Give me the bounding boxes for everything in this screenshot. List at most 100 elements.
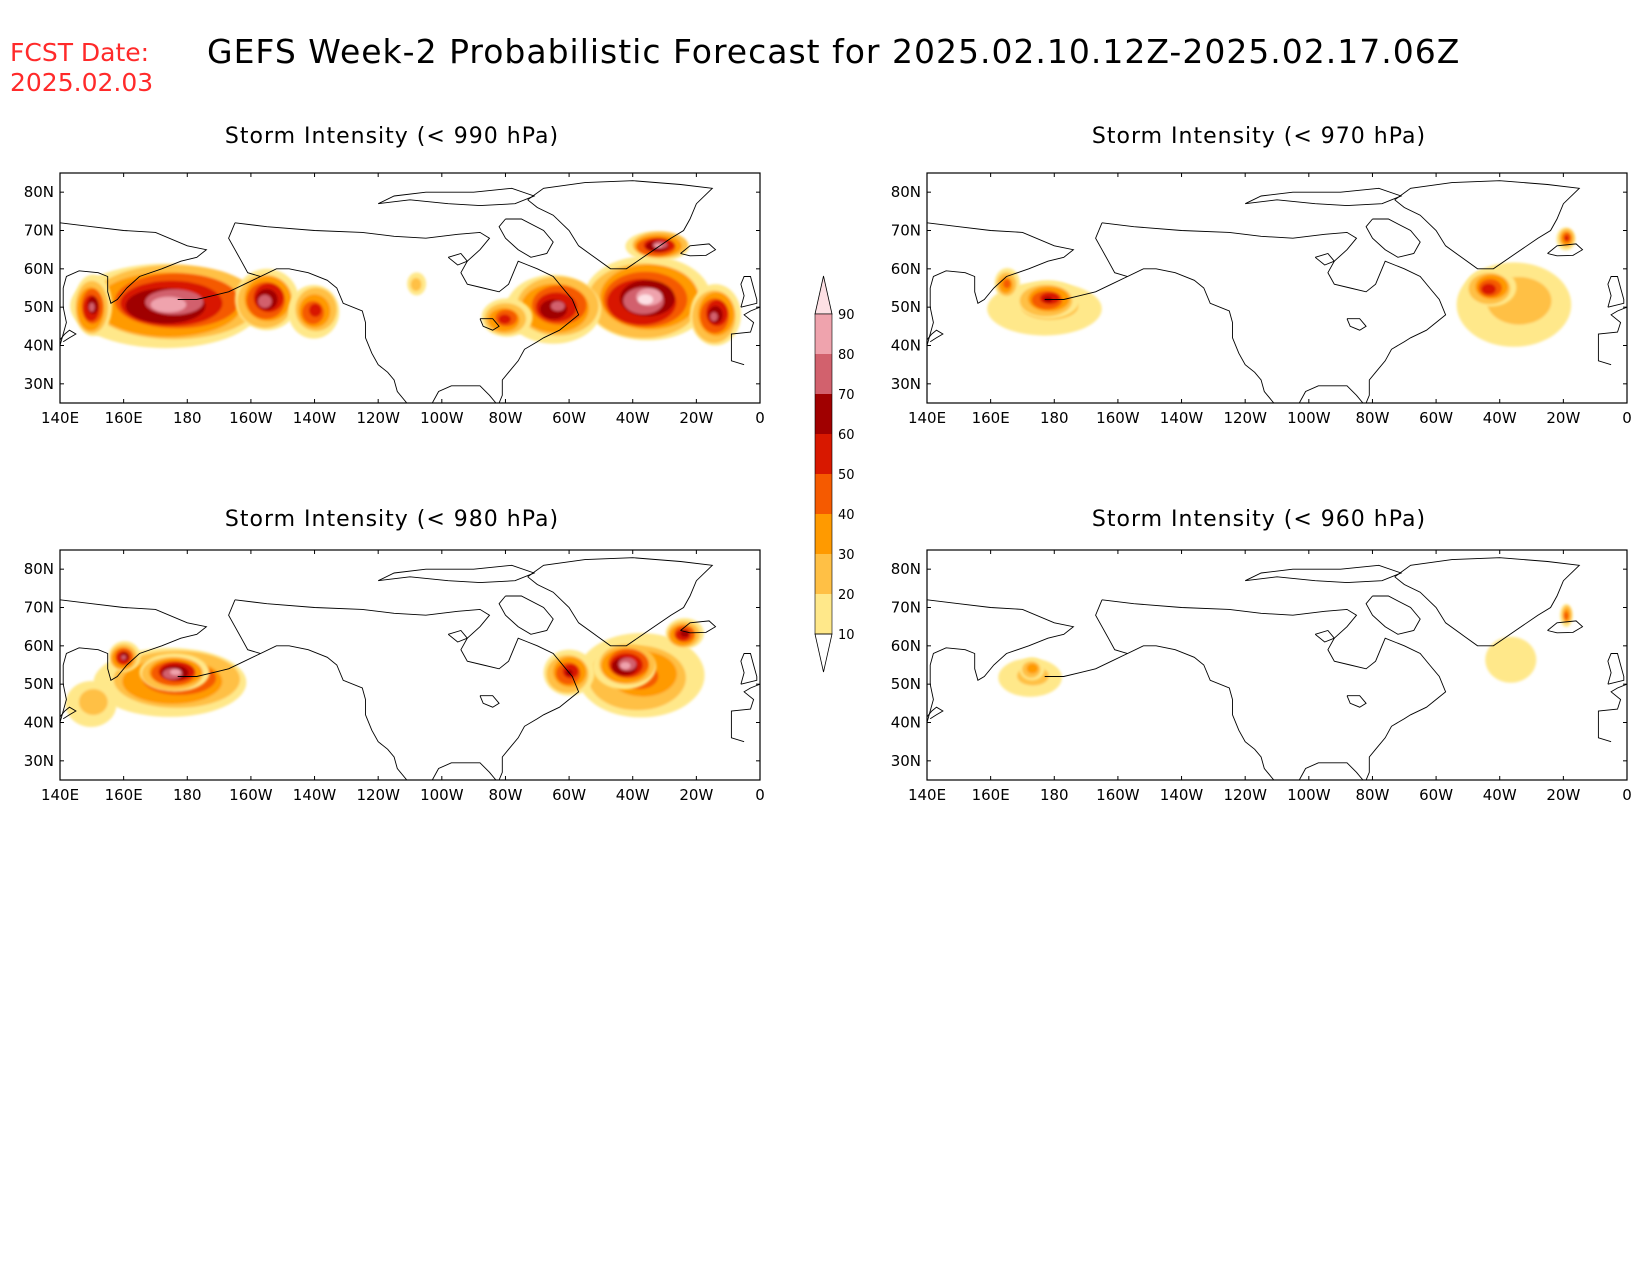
lon-label: 0	[1622, 786, 1632, 804]
greenland-coast	[527, 557, 714, 647]
west-coast	[228, 222, 408, 403]
lon-label: 160E	[972, 409, 1010, 427]
probability-area	[665, 618, 704, 649]
japan	[927, 329, 944, 343]
contour-band	[710, 312, 718, 322]
lon-label: 100W	[1287, 409, 1331, 427]
panel-title-990: Storm Intensity (< 990 hPa)	[224, 124, 560, 149]
gulf-coast	[1298, 762, 1364, 780]
japan	[927, 706, 944, 720]
contour-band	[680, 629, 690, 638]
lon-label: 0	[755, 786, 765, 804]
arctic-islands	[1245, 564, 1403, 584]
map-frame	[59, 172, 761, 404]
west-coast	[1095, 222, 1275, 403]
contour-band	[78, 688, 108, 715]
great-lakes	[479, 318, 500, 331]
north-america-coast	[1101, 599, 1447, 780]
colorbar-label: 90	[838, 308, 855, 323]
map-panel-990: 140E 160E 180 160W 140W 120W 100W 80W 60W 40W 20W 0…	[24, 172, 765, 427]
lon-label: 140W	[1160, 409, 1204, 427]
colorbar-label: 20	[838, 588, 855, 603]
lat-label: 40N	[891, 714, 921, 732]
probability-area	[625, 230, 690, 262]
europe-coast	[730, 306, 760, 366]
gulf-coast	[1298, 385, 1364, 403]
contour-band	[309, 303, 322, 317]
europe-coast	[1597, 683, 1627, 743]
lat-label: 50N	[24, 298, 54, 316]
probability-area	[108, 641, 141, 672]
contour-band	[620, 662, 631, 670]
lon-label: 60W	[1419, 786, 1453, 804]
lon-label: 40W	[1483, 409, 1517, 427]
kamchatka-asia	[60, 222, 208, 346]
lon-label: 160E	[105, 786, 143, 804]
coastlines	[927, 180, 1627, 403]
probability-area	[1019, 657, 1045, 681]
probability-area	[139, 653, 210, 692]
lon-label: 40W	[616, 409, 650, 427]
lat-label: 50N	[24, 675, 54, 693]
contour-band	[550, 301, 565, 312]
lat-label: 60N	[24, 260, 54, 278]
lon-label: 0	[1622, 409, 1632, 427]
colorbar-swatch	[815, 434, 832, 474]
great-lakes	[1346, 318, 1367, 331]
lon-label: 160W	[1096, 409, 1140, 427]
probability-area	[481, 298, 533, 337]
hudson-islands	[1314, 629, 1336, 643]
lon-label: 100W	[420, 409, 464, 427]
probability-area	[407, 272, 427, 296]
panel-title-980: Storm Intensity (< 980 hPa)	[224, 507, 560, 532]
alaska-peninsula	[1044, 276, 1128, 300]
lon-label: 180	[173, 409, 202, 427]
colorbar: 90 80 70 60 50 40 30 20 10	[814, 275, 855, 673]
great-lakes	[479, 695, 500, 708]
lon-label: 120W	[1223, 786, 1267, 804]
coastlines	[60, 180, 760, 403]
coastlines	[60, 557, 760, 780]
lat-label: 70N	[24, 599, 54, 617]
british-isles	[740, 276, 758, 308]
lat-label: 80N	[24, 560, 54, 578]
lon-label: 80W	[1355, 786, 1389, 804]
lon-label: 80W	[1355, 409, 1389, 427]
hudson-islands	[447, 629, 469, 643]
japan	[60, 329, 77, 343]
alaska-peninsula	[177, 276, 261, 300]
colorbar-swatch	[815, 354, 832, 394]
lon-label: 20W	[679, 786, 713, 804]
baffin-island	[498, 595, 554, 635]
lat-label: 70N	[891, 599, 921, 617]
lon-label: 120W	[356, 786, 400, 804]
greenland-coast	[527, 180, 714, 270]
lat-label: 30N	[24, 752, 54, 770]
iceland	[1547, 243, 1584, 257]
north-america-coast	[234, 222, 580, 403]
lon-label: 160W	[229, 786, 273, 804]
probability-area	[592, 643, 657, 690]
probability-area	[1556, 227, 1576, 251]
lon-label: 0	[755, 409, 765, 427]
baffin-island	[1365, 595, 1421, 635]
lon-label: 180	[1040, 786, 1069, 804]
map-frame	[926, 549, 1628, 781]
colorbar-swatch	[815, 514, 832, 554]
map-panel-980: 140E 160E 180 160W 140W 120W 100W 80W 60W 40W 20W 0…	[24, 549, 765, 804]
arctic-islands	[1245, 187, 1403, 207]
map-panel-970: 140E 160E 180 160W 140W 120W 100W 80W 60W 40W 20W 0…	[891, 172, 1632, 427]
lon-label: 160W	[1096, 786, 1140, 804]
lon-label: 100W	[420, 786, 464, 804]
colorbar-label: 50	[838, 468, 855, 483]
lat-label: 30N	[891, 375, 921, 393]
coastlines	[927, 557, 1627, 780]
lat-label: 40N	[891, 337, 921, 355]
baffin-island	[1365, 218, 1421, 258]
lat-label: 40N	[24, 714, 54, 732]
lat-label: 80N	[891, 560, 921, 578]
lat-label: 70N	[891, 222, 921, 240]
lat-label: 30N	[891, 752, 921, 770]
lon-label: 100W	[1287, 786, 1331, 804]
colorbar-swatch	[815, 594, 832, 634]
